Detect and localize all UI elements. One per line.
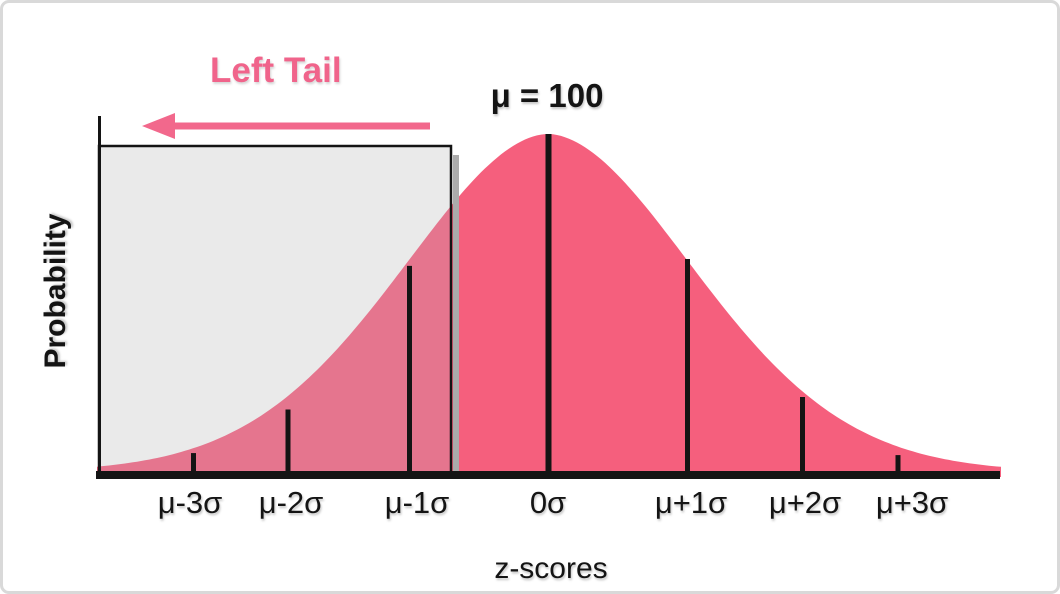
x-tick-label-plus3: μ+3σ (875, 485, 949, 520)
left-tail-label: Left Tail (210, 51, 342, 90)
x-tick-label-minus3: μ-3σ (157, 485, 223, 520)
distribution-plot (96, 113, 1001, 479)
bell-curve-shaded-portion (99, 205, 451, 476)
x-tick-label-minus2: μ-2σ (258, 485, 324, 520)
x-tick-label-minus1: μ-1σ (384, 485, 450, 520)
left-tail-arrow-head (142, 113, 175, 139)
x-tick-label-plus2: μ+2σ (768, 485, 842, 520)
x-tick-label-plus1: μ+1σ (654, 485, 728, 520)
x-axis-label: z-scores (494, 552, 608, 585)
overlay-shadow (453, 155, 459, 475)
y-axis-label: Probability (39, 213, 72, 369)
mean-annotation: μ = 100 (490, 77, 604, 114)
x-tick-label-zero: 0σ (529, 485, 567, 520)
